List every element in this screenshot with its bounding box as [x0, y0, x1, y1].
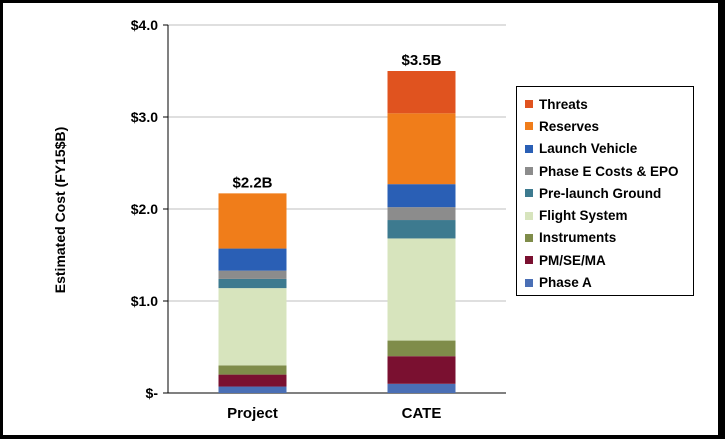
bar-total-label: $2.2B	[232, 174, 272, 191]
y-axis-label: Estimated Cost (FY15$B)	[52, 127, 68, 293]
bar-total-label: $3.5B	[401, 52, 441, 69]
y-tick-label: $4.0	[131, 17, 158, 33]
y-tick-label: $3.0	[131, 109, 158, 125]
bar-segment-reserves	[218, 193, 287, 249]
legend-swatch	[525, 167, 533, 176]
x-tick-label: Project	[227, 405, 278, 422]
legend-item: Pre-launch Ground	[525, 182, 693, 204]
bar-segment-phase-e-costs-epo	[387, 207, 456, 221]
bar-segment-pm-se-ma	[218, 374, 287, 387]
legend-label: Reserves	[539, 118, 600, 134]
bar-segment-reserves	[387, 113, 456, 185]
bar-segment-flight-system	[387, 238, 456, 341]
legend-label: Phase E Costs & EPO	[539, 163, 679, 179]
legend-label: PM/SE/MA	[539, 252, 606, 268]
bar-segment-phase-e-costs-epo	[218, 270, 287, 279]
bar-segment-pm-se-ma	[387, 356, 456, 384]
y-tick-label: $-	[146, 385, 159, 401]
bar-segment-launch-vehicle	[218, 248, 287, 271]
x-tick-label: CATE	[402, 405, 442, 422]
bar-segment-pre-launch-ground	[218, 278, 287, 289]
legend-item: Reserves	[525, 115, 693, 137]
legend-label: Instruments	[539, 230, 617, 246]
bars	[218, 71, 456, 393]
legend-item: Phase A	[525, 271, 693, 293]
bar-segment-instruments	[387, 340, 456, 357]
bar-segment-pre-launch-ground	[387, 220, 456, 239]
y-tick-label: $2.0	[131, 201, 158, 217]
legend-swatch	[525, 278, 533, 287]
y-tick-label: $1.0	[131, 293, 158, 309]
legend-swatch	[525, 122, 533, 131]
legend-item: Launch Vehicle	[525, 138, 693, 160]
legend-label: Phase A	[539, 275, 592, 291]
legend-label: Threats	[539, 96, 588, 112]
legend-swatch	[525, 144, 533, 153]
legend-label: Launch Vehicle	[539, 141, 638, 157]
legend-swatch	[525, 256, 533, 265]
labels: $- $1.0 $2.0 $3.0 $4.0 Project $2.2B CATE $3.5B	[131, 17, 442, 422]
legend: Threats Reserves Launch Vehicle Phase E Cos…	[516, 86, 694, 296]
bar-segment-phase-a	[218, 386, 287, 393]
legend-label: Pre-launch Ground	[539, 185, 662, 201]
legend-swatch	[525, 189, 533, 198]
legend-swatch	[525, 100, 533, 109]
legend-swatch	[525, 211, 533, 220]
legend-item: Threats	[525, 93, 693, 115]
bar-segment-phase-a	[387, 383, 456, 393]
legend-item: Flight System	[525, 204, 693, 226]
legend-item: Phase E Costs & EPO	[525, 160, 693, 182]
legend-item: Instruments	[525, 227, 693, 249]
bar-segment-instruments	[218, 365, 287, 375]
legend-item: PM/SE/MA	[525, 249, 693, 271]
legend-swatch	[525, 233, 533, 242]
bar-segment-flight-system	[218, 288, 287, 366]
bar-segment-launch-vehicle	[387, 184, 456, 208]
legend-label: Flight System	[539, 208, 628, 224]
bar-segment-threats	[387, 71, 456, 114]
